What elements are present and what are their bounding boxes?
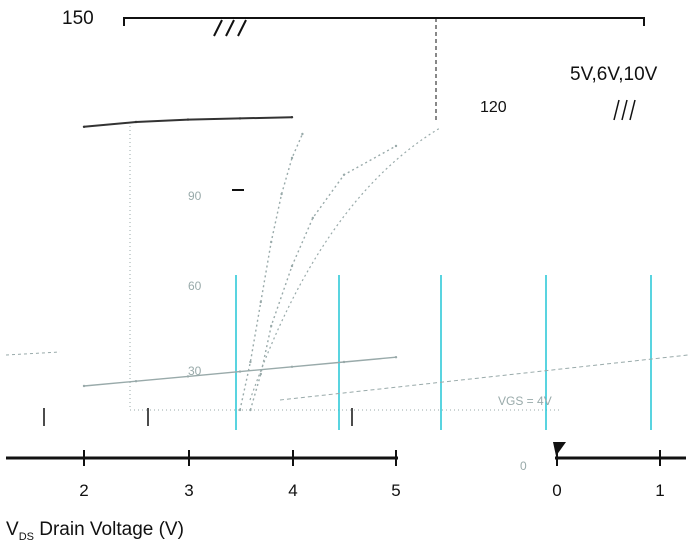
- series-0-point-6: [394, 356, 398, 359]
- series-1-point-3: [270, 240, 273, 244]
- chart-frame: [5, 17, 688, 460]
- annotation-vgs-4v: VGS = 4V: [498, 394, 552, 408]
- outer-y-tick-label: 150: [62, 8, 94, 29]
- left-ref-line: [5, 351, 61, 356]
- series-0-point-5: [342, 360, 346, 364]
- series-0-point-3: [238, 370, 242, 373]
- series-1-point-4: [280, 192, 283, 196]
- series-3-point-0: [82, 125, 86, 128]
- x-tick-label-4: 4: [288, 481, 297, 500]
- x-axis-label-v: V: [6, 519, 19, 540]
- series-0-point-0: [82, 384, 86, 388]
- series-2-point-5: [342, 173, 346, 176]
- saturation-curve: [249, 127, 441, 401]
- series-2-point-3: [290, 264, 294, 268]
- series-1-point-0: [238, 408, 242, 412]
- series-0-point-2: [186, 375, 190, 378]
- series-3-point-1: [134, 120, 138, 124]
- chart-ticks: [43, 189, 661, 466]
- series-1-point-6: [301, 132, 304, 136]
- x-axis-label-sub: DS: [19, 531, 34, 543]
- series-3-point-4: [290, 116, 294, 119]
- series-1-point-1: [249, 360, 252, 364]
- x-axis-label: VDS Drain Voltage (V): [6, 519, 184, 543]
- series-2-point-4: [311, 216, 314, 220]
- series-line-2: [249, 145, 397, 411]
- series-1-point-2: [259, 300, 262, 304]
- right-hatch-marks: [613, 99, 636, 121]
- top-axis-line: [123, 17, 645, 26]
- y-tick-label-30: 30: [188, 364, 202, 378]
- chart-curves: [82, 116, 441, 412]
- annotation-gate-voltages: 5V,6V,10V: [570, 64, 658, 85]
- y-tick-label-60: 60: [188, 279, 202, 293]
- annotation-120: 120: [480, 99, 507, 116]
- x-tick-label-2: 2: [79, 481, 88, 500]
- x-tick-label-5: 5: [391, 481, 400, 500]
- series-3-point-3: [238, 117, 242, 120]
- x-tick-label-inner-1: 1: [655, 481, 664, 500]
- series-2-point-0: [249, 408, 252, 412]
- x-tick-label-3: 3: [184, 481, 193, 500]
- series-2-point-6: [394, 144, 398, 148]
- series-3-point-2: [186, 118, 190, 121]
- series-2-point-2: [270, 324, 273, 328]
- long-ref-line: [279, 354, 688, 401]
- annotation-inner-zero: 0: [520, 459, 527, 473]
- series-0-point-4: [290, 365, 294, 368]
- series-1-point-5: [290, 156, 294, 160]
- y-tick-label-90: 90: [188, 189, 202, 203]
- series-2-point-1: [259, 372, 262, 376]
- x-axis-label-rest: Drain Voltage (V): [34, 519, 184, 540]
- axis-marker-triangle: [553, 442, 566, 456]
- x-tick-label-inner-0: 0: [552, 481, 561, 500]
- series-0-point-1: [134, 380, 138, 383]
- top-hatch-marks: [213, 19, 247, 37]
